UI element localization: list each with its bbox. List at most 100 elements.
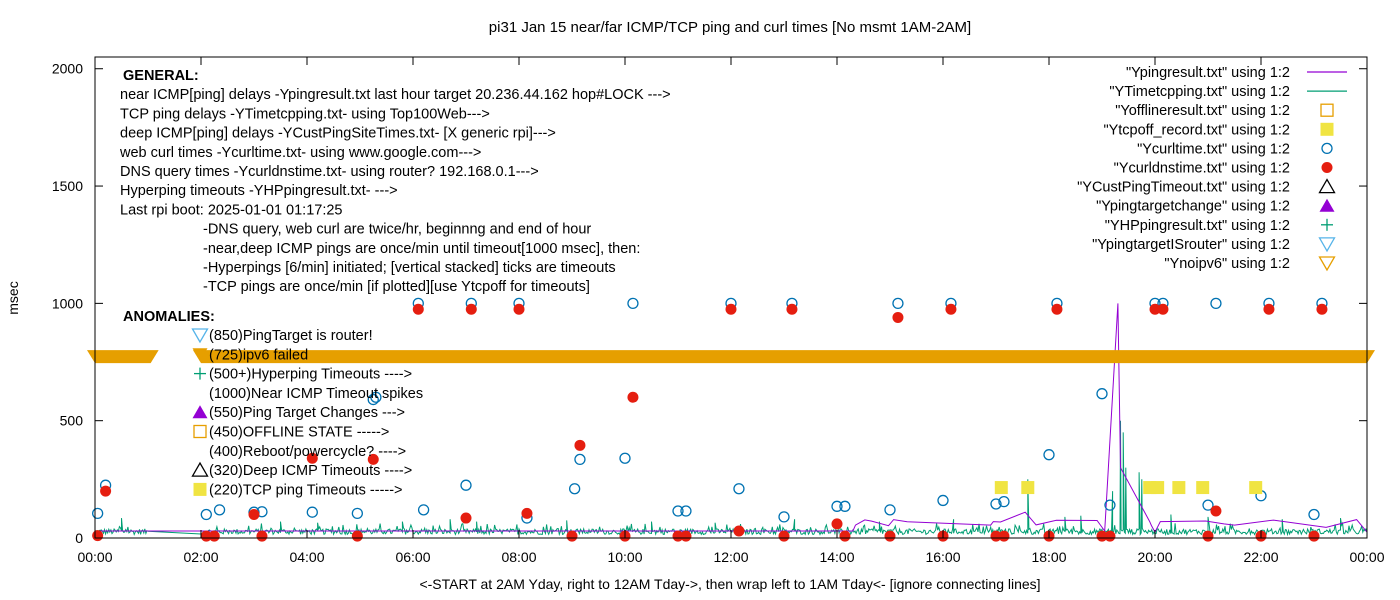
curldnstime-point-27 bbox=[892, 311, 904, 323]
curldnstime-point-10 bbox=[460, 512, 472, 524]
legend-marker-8 bbox=[1321, 218, 1333, 231]
legend-label-7: "Ypingtargetchange" using 1:2 bbox=[1096, 199, 1290, 215]
curltime-point-7 bbox=[351, 507, 364, 520]
y-tick-label-4: 2000 bbox=[52, 61, 83, 77]
info-line-5: DNS query times -Ycurldnstime.txt- using… bbox=[120, 164, 539, 180]
curldnstime-point-38 bbox=[1202, 530, 1214, 542]
info-line-11: -TCP pings are once/min [if plotted][use… bbox=[203, 279, 590, 295]
curltime-point-41 bbox=[1210, 297, 1222, 310]
plot-data-layer bbox=[87, 297, 1375, 542]
tcpoff-point-1 bbox=[1021, 481, 1035, 495]
x-tick-label-3: 06:00 bbox=[395, 549, 430, 565]
anomaly-marker-7 bbox=[191, 461, 209, 477]
curldnstime-point-18 bbox=[672, 530, 684, 542]
anomaly-line-4: (550)Ping Target Changes ---> bbox=[209, 405, 405, 421]
curltime-point-17 bbox=[574, 453, 586, 466]
curltime-point-40 bbox=[1202, 499, 1214, 511]
curltime-point-33 bbox=[998, 495, 1010, 508]
curltime-point-0 bbox=[92, 507, 104, 520]
x-tick-label-5: 10:00 bbox=[607, 549, 642, 565]
legend: "Ypingresult.txt" using 1:2 "YTimetcpping… bbox=[1077, 65, 1347, 272]
curldnstime-point-4 bbox=[248, 509, 260, 521]
curltime-point-24 bbox=[778, 511, 790, 523]
legend-label-0: "Ypingresult.txt" using 1:2 bbox=[1126, 65, 1290, 81]
curldnstime-point-12 bbox=[513, 303, 525, 315]
y-tick-label-3: 1500 bbox=[52, 178, 83, 194]
curldnstime-point-43 bbox=[1316, 303, 1328, 315]
tcpoff-point-5 bbox=[1196, 481, 1210, 495]
curldnstime-point-6 bbox=[306, 452, 318, 464]
legend-marker-4 bbox=[1321, 142, 1333, 155]
curltime-point-36 bbox=[1096, 388, 1108, 400]
info-line-1: near ICMP[ping] delays -Ypingresult.txt … bbox=[120, 87, 671, 103]
x-axis-label: <-START at 2AM Yday, right to 12AM Tday-… bbox=[419, 576, 1040, 592]
anomaly-marker-4 bbox=[192, 405, 208, 419]
anomaly-line-3: (1000)Near ICMP Timeout spikes bbox=[209, 386, 423, 402]
curldnstime-point-3 bbox=[208, 530, 220, 542]
curldnstime-point-22 bbox=[778, 530, 790, 542]
info-line-9: -near,deep ICMP pings are once/min until… bbox=[203, 241, 640, 257]
series-tcp-ping-line bbox=[94, 420, 1368, 537]
legend-label-2: "Yofflineresult.txt" using 1:2 bbox=[1115, 103, 1290, 119]
series-curldnstime bbox=[92, 303, 1328, 542]
curltime-point-9 bbox=[370, 391, 382, 403]
x-tick-label-9: 18:00 bbox=[1031, 549, 1066, 565]
curldnstime-point-21 bbox=[733, 525, 745, 537]
curldnstime-point-20 bbox=[725, 303, 737, 315]
curltime-point-20 bbox=[672, 505, 684, 517]
curldnstime-point-39 bbox=[1210, 505, 1222, 517]
curldnstime-point-31 bbox=[998, 530, 1010, 542]
x-tick-label-4: 08:00 bbox=[501, 549, 536, 565]
legend-label-9: "YpingtargetISrouter" using 1:2 bbox=[1092, 237, 1290, 253]
x-tick-label-7: 14:00 bbox=[819, 549, 854, 565]
noipv6-band-0 bbox=[87, 350, 159, 364]
curltime-point-37 bbox=[1104, 499, 1116, 511]
curldnstime-point-13 bbox=[521, 507, 533, 519]
curltime-point-44 bbox=[1308, 508, 1320, 521]
info-line-10: -Hyperpings [6/min] initiated; [vertical… bbox=[203, 260, 616, 276]
curldnstime-point-11 bbox=[465, 303, 477, 315]
curltime-point-23 bbox=[733, 483, 745, 495]
y-tick-label-1: 500 bbox=[60, 413, 84, 429]
curldnstime-point-26 bbox=[884, 530, 896, 542]
curltime-point-8 bbox=[367, 393, 379, 406]
legend-marker-5 bbox=[1321, 162, 1333, 173]
tcpoff-point-4 bbox=[1172, 481, 1186, 495]
legend-label-1: "YTimetcpping.txt" using 1:2 bbox=[1109, 84, 1290, 100]
legend-marker-10 bbox=[1318, 256, 1336, 272]
x-tick-label-6: 12:00 bbox=[713, 549, 748, 565]
curldnstime-point-2 bbox=[200, 530, 212, 542]
y-tick-label-2: 1000 bbox=[52, 295, 83, 311]
chart-title: pi31 Jan 15 near/far ICMP/TCP ping and c… bbox=[489, 19, 971, 36]
curldnstime-point-36 bbox=[1149, 303, 1161, 315]
curldnstime-point-24 bbox=[831, 518, 843, 530]
curltime-point-2 bbox=[200, 508, 212, 521]
curltime-point-12 bbox=[460, 479, 472, 491]
legend-label-4: "Ycurltime.txt" using 1:2 bbox=[1137, 141, 1290, 157]
curltime-point-26 bbox=[831, 500, 843, 512]
curltime-point-16 bbox=[569, 483, 581, 495]
y-tick-label-0: 0 bbox=[75, 530, 83, 546]
legend-marker-7 bbox=[1319, 198, 1335, 212]
legend-label-3: "Ytcpoff_record.txt" using 1:2 bbox=[1103, 122, 1290, 138]
info-line-4: web curl times -Ycurltime.txt- using www… bbox=[119, 145, 481, 161]
anomaly-line-7: (320)Deep ICMP Timeouts ----> bbox=[209, 463, 412, 479]
curldnstime-point-1 bbox=[100, 485, 112, 497]
anomaly-marker-2 bbox=[194, 367, 206, 380]
axis-ticks: 0 500 1000 1500 2000 00:00 02:00 04:00 06:00 08:0… bbox=[52, 57, 1385, 565]
anomaly-line-8: (220)TCP ping Timeouts -----> bbox=[209, 482, 403, 498]
series-tcpoff bbox=[994, 481, 1263, 495]
x-tick-label-10: 20:00 bbox=[1137, 549, 1172, 565]
curltime-point-19 bbox=[627, 297, 639, 310]
curltime-point-18 bbox=[619, 452, 631, 464]
x-tick-label-0: 00:00 bbox=[77, 549, 112, 565]
curldnstime-point-19 bbox=[680, 530, 692, 542]
noipv6-band-1 bbox=[193, 350, 1375, 364]
legend-label-5: "Ycurldnstime.txt" using 1:2 bbox=[1114, 161, 1290, 177]
curldnstime-point-41 bbox=[1263, 303, 1275, 315]
x-tick-label-8: 16:00 bbox=[925, 549, 960, 565]
curldnstime-point-34 bbox=[1096, 530, 1108, 542]
legend-marker-6 bbox=[1318, 178, 1336, 194]
series-ping-line bbox=[95, 303, 1368, 534]
